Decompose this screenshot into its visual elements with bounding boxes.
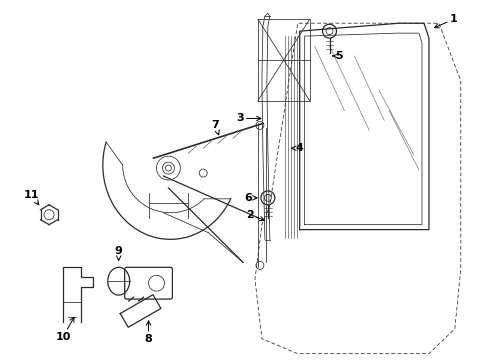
- Text: 10: 10: [55, 317, 74, 342]
- Text: 8: 8: [144, 321, 152, 344]
- Text: 6: 6: [244, 193, 257, 203]
- Text: 9: 9: [115, 247, 122, 260]
- Text: 4: 4: [291, 143, 303, 153]
- Text: 3: 3: [236, 113, 261, 123]
- Text: 1: 1: [434, 14, 457, 28]
- Text: 7: 7: [211, 121, 219, 135]
- Text: 11: 11: [23, 190, 39, 205]
- Text: 5: 5: [332, 51, 343, 61]
- Text: 2: 2: [245, 210, 264, 221]
